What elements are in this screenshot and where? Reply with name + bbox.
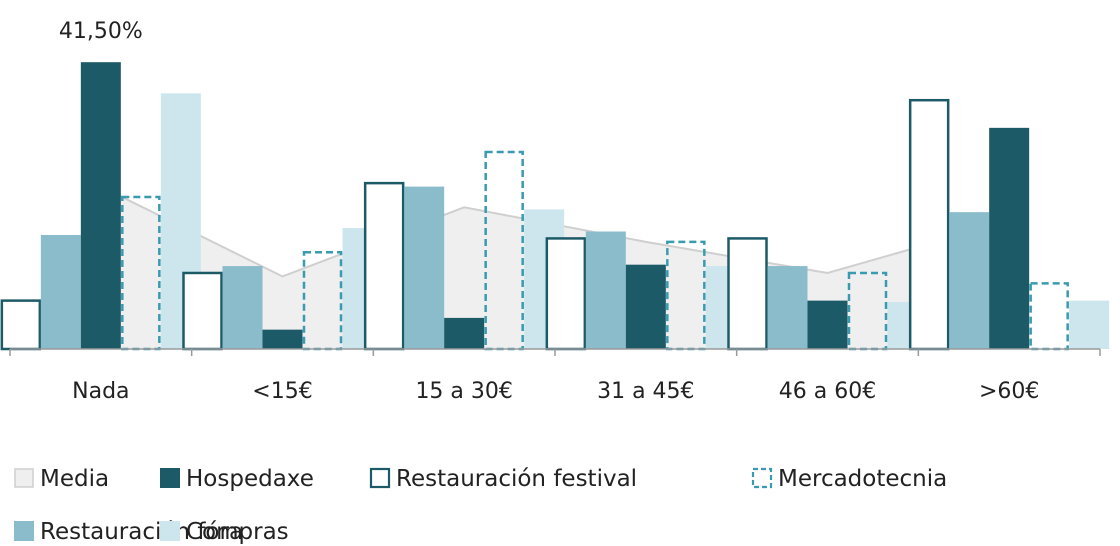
- bar-mercadotecnia-15-a-30eur: [484, 150, 524, 351]
- legend-label-restauracion-fora: Restauración fóra: [40, 519, 243, 545]
- bar-restauracion-fora-gt-60eur: [949, 212, 990, 349]
- bar-restauracion-festival-46-a-60eur: [727, 237, 768, 351]
- labels-layer: Nada <15€ 15 a 30€ 31 a 45€ 46 a 60€ >60€ 41,5…: [59, 19, 1039, 404]
- legend-item-media: Media: [14, 466, 109, 492]
- legend-item-compras: Compras: [160, 519, 289, 545]
- bar-restauracion-fora-lt-15eur: [222, 266, 263, 349]
- legend-swatch-restauracion-festival: [369, 467, 391, 489]
- bar-hospedaxe-gt-60eur: [989, 127, 1030, 349]
- bar-restauracion-fora-nada: [40, 234, 81, 349]
- x-axis: [9, 348, 1101, 356]
- bar-restauracion-fora-15-a-30eur: [404, 186, 445, 349]
- legend-swatch-hospedaxe: [160, 468, 180, 488]
- bar-restauracion-festival-lt-15eur: [182, 271, 223, 351]
- legend-label-compras: Compras: [186, 519, 289, 545]
- bar-restauracion-fora-31-a-45eur: [585, 231, 626, 349]
- legend-swatch-mercadotecnia: [751, 467, 773, 489]
- bar-restauracion-festival-15-a-30eur: [363, 181, 405, 351]
- bar-mercadotecnia-46-a-60eur: [847, 271, 888, 351]
- bars-layer: [0, 62, 1110, 351]
- bar-mercadotecnia-gt-60eur: [1029, 282, 1069, 351]
- bar-restauracion-fora-46-a-60eur: [767, 266, 808, 349]
- bar-hospedaxe-31-a-45eur: [625, 264, 666, 349]
- x-tick-label-46-a-60eur: 46 a 60€: [779, 379, 876, 404]
- legend-item-mercadotecnia: Mercadotecnia: [751, 466, 947, 492]
- bar-restauracion-festival-gt-60eur: [908, 98, 950, 351]
- x-tick-label-nada: Nada: [72, 379, 129, 404]
- bar-hospedaxe-46-a-60eur: [807, 300, 848, 349]
- legend-swatch-restauracion-fora: [14, 521, 34, 541]
- bar-restauracion-festival-nada: [0, 299, 42, 351]
- legend-swatch-compras: [160, 521, 180, 541]
- legend-label-restauracion-festival: Restauración festival: [396, 466, 637, 492]
- legend-label-hospedaxe: Hospedaxe: [186, 466, 314, 492]
- bar-restauracion-festival-31-a-45eur: [545, 237, 587, 351]
- legend-label-mercadotecnia: Mercadotecnia: [778, 466, 947, 492]
- x-tick-label-15-a-30eur: 15 a 30€: [415, 379, 512, 404]
- bar-hospedaxe-nada: [80, 62, 121, 349]
- bar-compras-gt-60eur: [1069, 300, 1110, 349]
- x-tick-label-lt-15eur: <15€: [252, 379, 312, 404]
- bar-mercadotecnia-nada: [121, 195, 161, 351]
- bar-hospedaxe-15-a-30eur: [444, 317, 485, 349]
- legend: Media Hospedaxe Restauración festival Merca…: [14, 466, 947, 545]
- legend-item-restauracion-festival: Restauración festival: [369, 466, 637, 492]
- legend-item-hospedaxe: Hospedaxe: [160, 466, 314, 492]
- legend-swatch-media: [14, 468, 34, 488]
- x-tick-label-31-a-45eur: 31 a 45€: [597, 379, 694, 404]
- legend-item-restauracion-fora: Restauración fóra: [14, 519, 243, 545]
- bar-mercadotecnia-31-a-45eur: [666, 240, 706, 351]
- bar-hospedaxe-lt-15eur: [262, 329, 303, 349]
- x-tick-label-gt-60eur: >60€: [979, 379, 1039, 404]
- data-label-hospedaxe-nada: 41,50%: [59, 19, 143, 44]
- legend-label-media: Media: [40, 466, 109, 492]
